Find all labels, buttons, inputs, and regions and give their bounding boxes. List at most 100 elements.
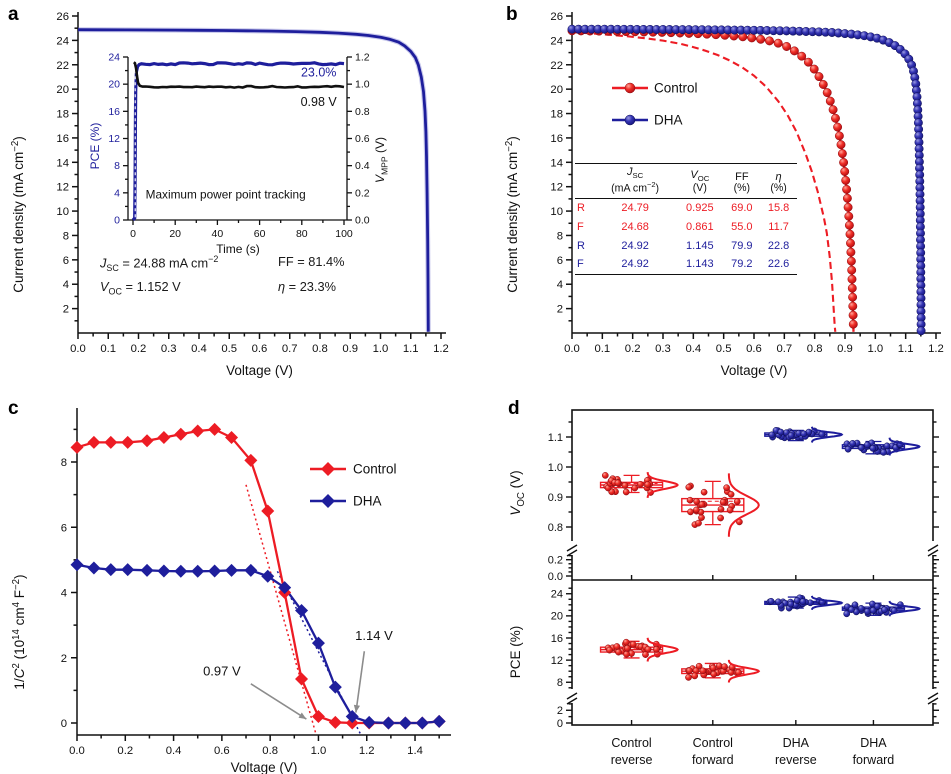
svg-text:1.0: 1.0 xyxy=(373,343,389,355)
svg-text:10: 10 xyxy=(550,206,563,218)
violin-group-voc-0 xyxy=(599,471,679,499)
inset-pce-curve xyxy=(131,61,345,222)
svg-text:0.9: 0.9 xyxy=(342,343,358,355)
svg-text:0.6: 0.6 xyxy=(214,745,230,757)
svg-text:2: 2 xyxy=(557,705,563,717)
inset-right-label: VMPP (V) xyxy=(373,137,389,183)
svg-text:0.2: 0.2 xyxy=(355,187,370,199)
svg-text:4: 4 xyxy=(557,279,563,291)
tick-labels-b: 0.0 0.1 0.2 0.3 0.4 0.5 0.6 0.7 0.8 0.9 1.0 1.1 1.2 2… xyxy=(550,11,943,355)
svg-text:8: 8 xyxy=(114,160,120,172)
x-axis-label: Voltage (V) xyxy=(231,760,298,774)
legend-c: Control DHA xyxy=(310,462,397,509)
svg-text:0.5: 0.5 xyxy=(716,343,732,355)
annotation-0.97-V: 0.97 V xyxy=(203,664,241,679)
svg-text:26: 26 xyxy=(550,11,563,23)
svg-text:0.4: 0.4 xyxy=(685,343,701,355)
panel-d-letter: d xyxy=(508,398,520,419)
col-header-voc: VOC xyxy=(690,168,710,183)
axes-b xyxy=(566,12,941,339)
svg-text:1.0: 1.0 xyxy=(311,745,327,757)
svg-text:0.8: 0.8 xyxy=(355,106,370,118)
svg-text:16: 16 xyxy=(550,133,563,145)
table-row: R 24.92 1.145 79.9 22.8 xyxy=(577,239,790,252)
x-axis-label: Voltage (V) xyxy=(226,363,293,378)
mpp-inset: 0 20 40 60 80 100 0 4 8 12 16 20 24 0.0 0.2 0.4 0.6 0.8 1.… xyxy=(88,52,389,257)
svg-text:24: 24 xyxy=(551,589,563,601)
col-header-eta: η xyxy=(775,171,782,184)
svg-text:20: 20 xyxy=(56,84,69,96)
svg-text:6: 6 xyxy=(63,255,69,267)
category-2-line2: reverse xyxy=(775,753,817,767)
violin-group-pce-2 xyxy=(764,594,844,612)
stat-eta: η = 23.3% xyxy=(278,278,336,294)
category-1-line1: Control xyxy=(693,736,733,750)
svg-text:1.1: 1.1 xyxy=(548,432,563,444)
svg-text:0.2: 0.2 xyxy=(548,555,563,567)
svg-text:0.9: 0.9 xyxy=(548,492,563,504)
series-dha xyxy=(76,563,440,725)
svg-text:12: 12 xyxy=(550,182,563,194)
svg-text:0.4: 0.4 xyxy=(355,160,370,172)
category-labels: Control reverse Control forward DHA reverse DH… xyxy=(611,736,895,767)
tracking-label: Maximum power point tracking xyxy=(146,187,306,201)
axes-a xyxy=(72,12,446,339)
svg-text:14: 14 xyxy=(550,157,563,169)
annotation-1.14-V: 1.14 V xyxy=(355,628,393,643)
svg-text:1.0: 1.0 xyxy=(548,462,563,474)
svg-text:22: 22 xyxy=(56,60,69,72)
svg-text:2: 2 xyxy=(61,653,67,665)
svg-text:0.5: 0.5 xyxy=(221,343,237,355)
svg-text:0: 0 xyxy=(130,228,136,240)
category-2-line1: DHA xyxy=(783,736,810,750)
svg-text:0: 0 xyxy=(114,215,120,227)
y-axis-label: 1/C2 (1014 cm4 F−2) xyxy=(11,574,27,689)
panel-a: a 0.0 0.1 0.2 0.3 0.4 0.5 0.6 0.7 0.8 0.9 1.0 1.1 1.… xyxy=(0,0,476,390)
svg-text:16: 16 xyxy=(56,133,69,145)
jv-stats: JSC = 24.88 mA cm−2 FF = 81.4% VOC = 1.1… xyxy=(100,254,345,296)
svg-text:1.2: 1.2 xyxy=(928,343,944,355)
violin-group-pce-3 xyxy=(841,600,922,618)
svg-text:0.7: 0.7 xyxy=(282,343,298,355)
svg-text:1.0: 1.0 xyxy=(355,79,370,91)
svg-text:0.8: 0.8 xyxy=(548,522,563,534)
svg-text:60: 60 xyxy=(254,228,266,240)
series-control-forward xyxy=(571,31,837,332)
violin-group-voc-1 xyxy=(681,473,760,537)
svg-text:16: 16 xyxy=(108,106,120,118)
svg-text:8: 8 xyxy=(557,230,563,242)
svg-text:1.0: 1.0 xyxy=(867,343,883,355)
svg-text:0.8: 0.8 xyxy=(262,745,278,757)
pce-value-label: 23.0% xyxy=(301,66,336,80)
panel-b-letter: b xyxy=(506,4,518,25)
svg-text:0: 0 xyxy=(61,718,67,730)
jv-chart-a: 0.0 0.1 0.2 0.3 0.4 0.5 0.6 0.7 0.8 0.9 1.0 1.1 1.2 2… xyxy=(10,11,449,378)
svg-text:0.0: 0.0 xyxy=(548,571,563,583)
svg-text:24: 24 xyxy=(550,35,563,47)
tick-labels-d-pce: 8 12 16 20 24 02 xyxy=(551,589,563,730)
fit-line xyxy=(245,484,317,735)
legend-label-control: Control xyxy=(353,462,397,477)
svg-text:12: 12 xyxy=(551,655,563,667)
axes-c xyxy=(71,408,451,741)
svg-text:1.2: 1.2 xyxy=(355,52,370,64)
svg-text:1.2: 1.2 xyxy=(359,745,375,757)
svg-text:0.7: 0.7 xyxy=(776,343,792,355)
violin-group-voc-3 xyxy=(841,437,921,456)
violin-group-voc-2 xyxy=(764,426,844,443)
svg-text:16: 16 xyxy=(551,633,563,645)
svg-text:20: 20 xyxy=(550,84,563,96)
svg-text:0.0: 0.0 xyxy=(70,343,86,355)
svg-text:0.0: 0.0 xyxy=(564,343,580,355)
svg-text:0.1: 0.1 xyxy=(100,343,116,355)
legend-label-control: Control xyxy=(654,81,698,96)
svg-text:0.9: 0.9 xyxy=(837,343,853,355)
statistics-violin-chart: 0.8 0.9 1.0 1.1 0.0 0.2 VOC (V) 8 12 16 20 24 02 PCE … xyxy=(508,409,939,767)
svg-text:18: 18 xyxy=(56,109,69,121)
svg-text:4: 4 xyxy=(114,187,120,199)
violin-group-pce-1 xyxy=(681,659,761,683)
y-axis-label: Current density (mA cm−2) xyxy=(10,136,26,293)
legend-label-dha: DHA xyxy=(654,113,683,128)
svg-text:0.6: 0.6 xyxy=(355,133,370,145)
